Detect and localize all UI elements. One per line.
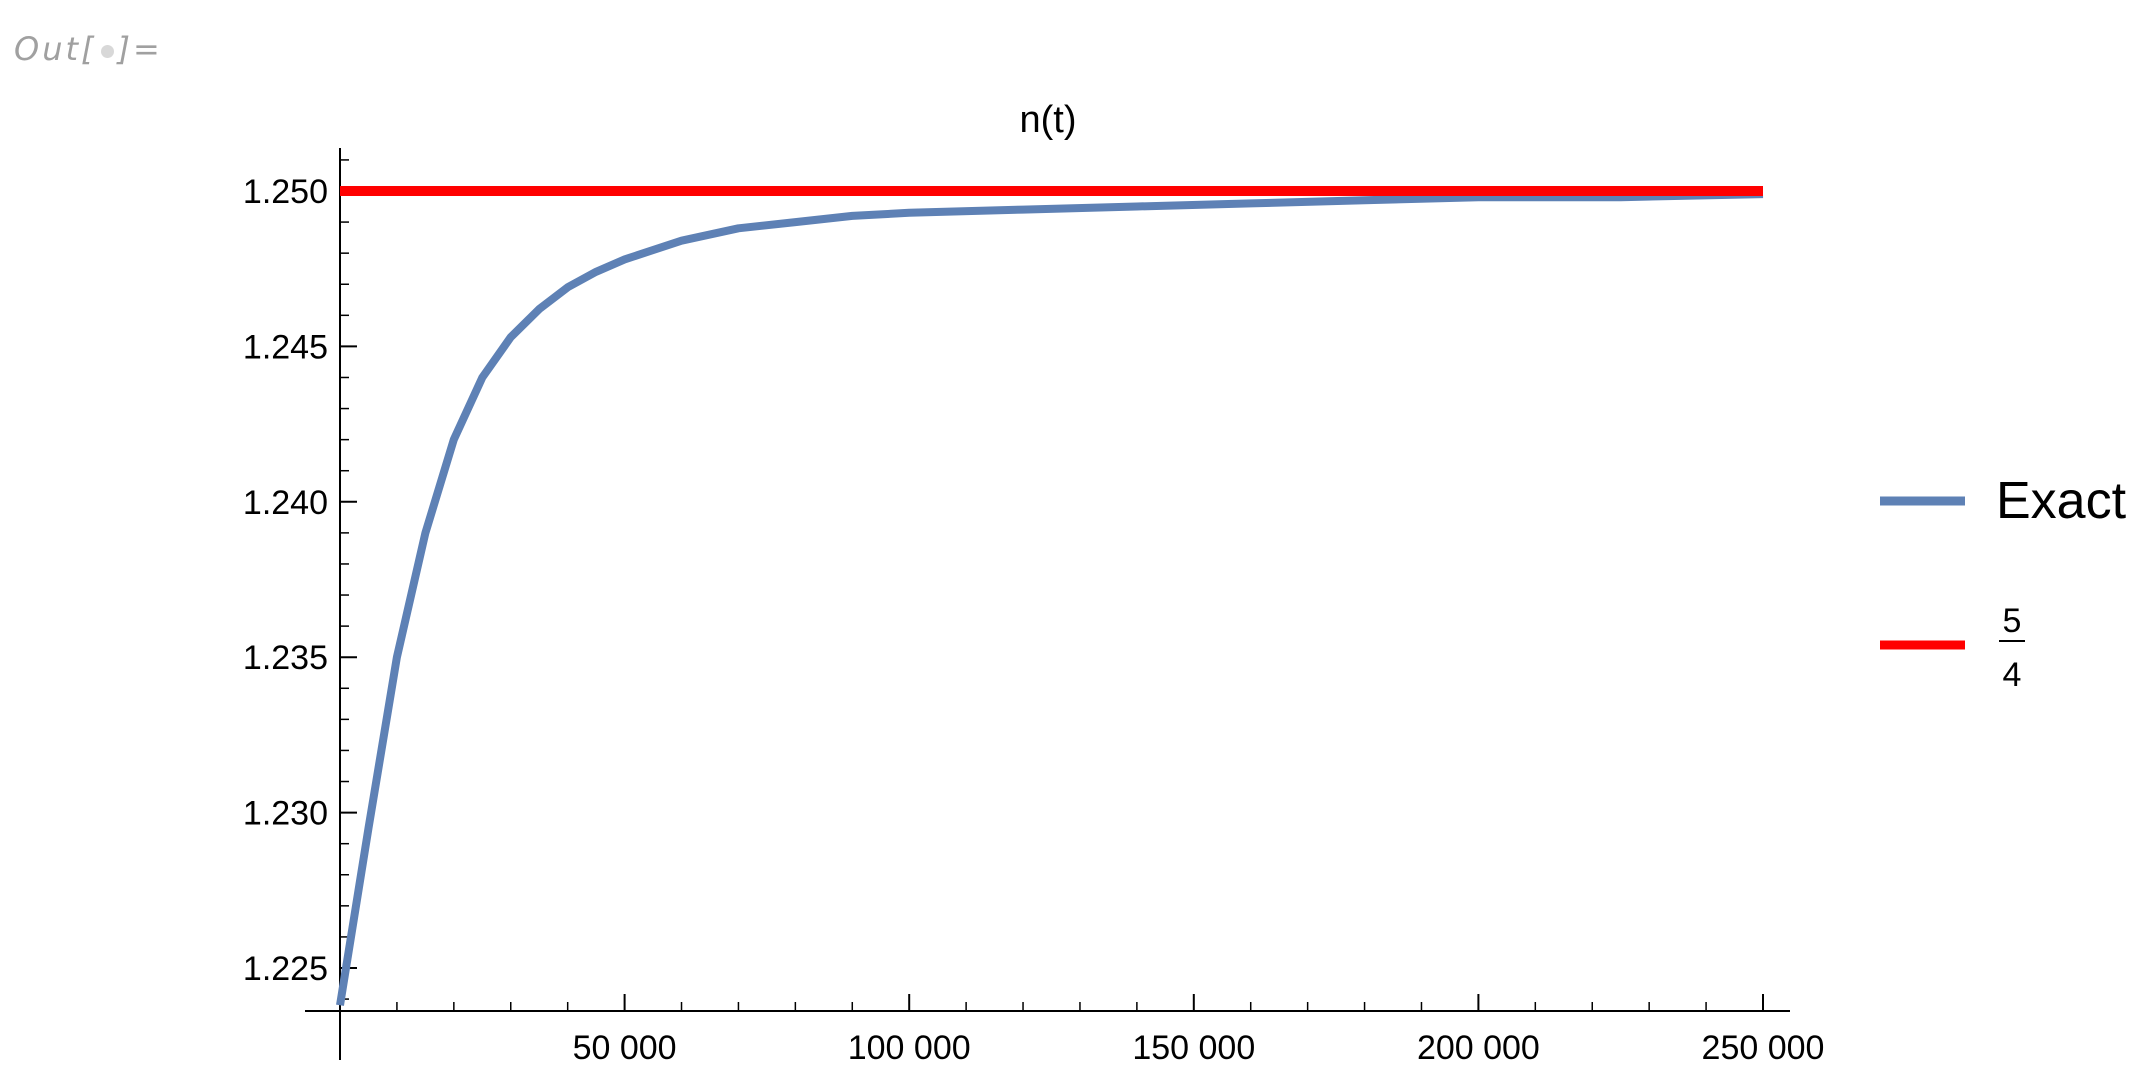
- y-tick-label: 1.245: [243, 328, 328, 366]
- x-tick-label: 100 000: [848, 1029, 971, 1067]
- y-tick-label: 1.230: [243, 795, 328, 833]
- output-cell-label: Out[ ]=: [14, 30, 163, 68]
- series-line-exact: [336, 190, 1764, 1006]
- x-tick-label: 200 000: [1417, 1029, 1540, 1067]
- out-label-suffix: ]=: [117, 30, 163, 68]
- y-tick-label: 1.235: [243, 639, 328, 677]
- x-tick-label: 250 000: [1702, 1029, 1825, 1067]
- x-tick-label: 150 000: [1132, 1029, 1255, 1067]
- legend-label-exact: Exact: [1996, 472, 2127, 530]
- series-layer: [336, 186, 1764, 1006]
- y-tick-label: 1.225: [243, 950, 328, 988]
- y-tick-label: 1.250: [243, 173, 328, 211]
- out-label-prefix: Out[: [14, 30, 97, 68]
- x-tick-label: 50 000: [573, 1029, 677, 1067]
- cell-status-dot-icon: [100, 44, 114, 58]
- chart-title: n(t): [1020, 99, 1077, 141]
- legend-fraction-numerator: 5: [2003, 602, 2022, 640]
- y-tick-label: 1.240: [243, 484, 328, 522]
- chart-axes: 1.225 1.230 1.235 1.240 1.245 1.250 50 000 100 …: [243, 148, 1825, 1067]
- chart-legend: Exact 5 4: [1880, 472, 2127, 694]
- legend-fraction-denominator: 4: [2003, 656, 2022, 694]
